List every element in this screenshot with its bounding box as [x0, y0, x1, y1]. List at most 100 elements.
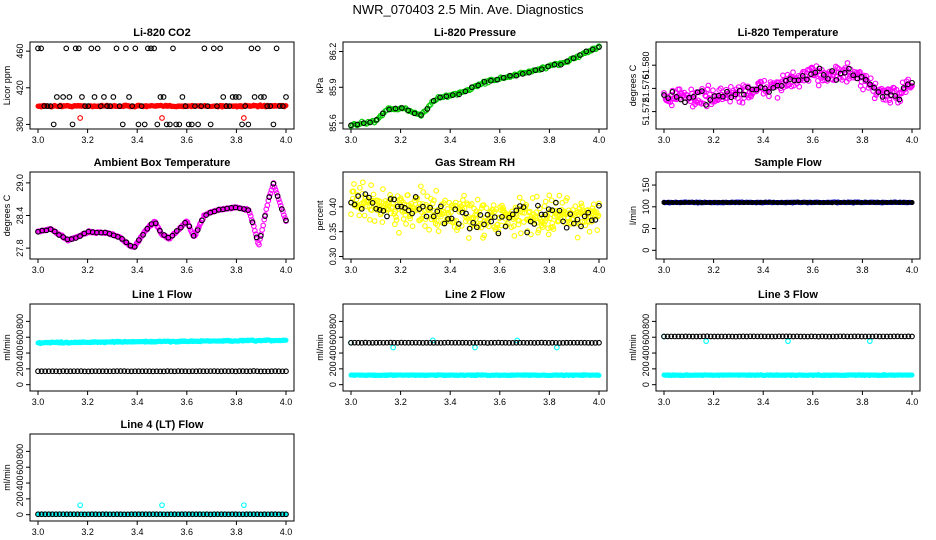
data-point [178, 224, 184, 231]
x-tick-label: 3.4 [444, 397, 457, 407]
x-tick-label: 3.4 [757, 135, 770, 145]
data-point [104, 103, 110, 109]
data-point [488, 77, 494, 84]
y-tick-label: 51.576 [641, 75, 651, 103]
data-point [758, 200, 764, 206]
x-tick-label: 3.2 [394, 397, 407, 407]
data-point [699, 200, 705, 206]
data-point [477, 220, 484, 227]
data-point [860, 86, 866, 93]
data-point [570, 55, 577, 61]
data-point [85, 103, 92, 109]
data-point [859, 200, 865, 206]
data-point [408, 200, 415, 207]
series-temp-black- [661, 65, 915, 108]
data-point [195, 121, 201, 128]
data-point [703, 102, 709, 108]
x-tick-label: 3.2 [394, 265, 407, 275]
data-point [833, 77, 840, 83]
chart-title: Sample Flow [754, 157, 822, 169]
data-point [766, 93, 772, 100]
data-point [741, 91, 747, 98]
data-point [454, 227, 460, 233]
data-point [494, 76, 501, 83]
data-point [258, 94, 264, 100]
x-tick-label: 3.0 [658, 397, 671, 407]
data-point [542, 198, 549, 205]
series-rh-yellow- [348, 179, 602, 241]
data-point [808, 199, 814, 205]
data-point [47, 103, 54, 109]
data-point [518, 230, 524, 237]
data-point [444, 206, 451, 212]
y-axis-label: percent [315, 200, 325, 231]
data-point [732, 199, 738, 205]
data-point [271, 184, 278, 190]
data-point [269, 183, 276, 190]
y-axis-label: Licor ppm [2, 66, 12, 106]
data-point [126, 94, 132, 100]
x-tick-label: 3.2 [81, 135, 94, 145]
data-point [785, 338, 791, 345]
data-point [220, 94, 227, 100]
y-axis-label: kPa [315, 78, 325, 94]
data-point [188, 121, 195, 128]
data-point [404, 192, 411, 198]
y-tick-label: 0 [15, 512, 25, 517]
data-point [909, 79, 915, 86]
data-point [152, 220, 159, 227]
data-point [762, 199, 768, 205]
data-point [110, 94, 117, 100]
data-point [901, 199, 907, 205]
y-tick-label: 400 [641, 346, 651, 361]
data-point [867, 75, 874, 82]
y-tick-label: 200 [641, 361, 651, 376]
data-point [821, 200, 827, 206]
data-point [661, 92, 667, 98]
y-tick-label: 600 [641, 330, 651, 345]
x-tick-label: 3.4 [444, 265, 457, 275]
x-tick-label: 4.0 [280, 397, 293, 407]
data-point [468, 84, 475, 91]
data-point [515, 221, 522, 228]
data-point [141, 121, 148, 128]
data-point [251, 94, 258, 100]
data-point [257, 233, 264, 239]
data-point [399, 105, 405, 111]
x-tick-label: 3.6 [807, 135, 820, 145]
data-point [748, 93, 754, 100]
data-point [366, 203, 373, 210]
data-point [195, 224, 202, 231]
series-line4-cyan-points [77, 502, 247, 509]
x-tick-label: 3.4 [131, 527, 144, 537]
data-point [135, 121, 142, 128]
data-point [448, 209, 454, 216]
data-point [553, 344, 560, 351]
data-point [476, 209, 483, 216]
data-point [887, 99, 894, 106]
x-tick-label: 3.0 [32, 397, 45, 407]
data-point [417, 183, 424, 190]
data-point [245, 121, 252, 128]
data-point [207, 121, 214, 128]
data-point [431, 197, 437, 204]
data-point [169, 232, 176, 239]
data-point [194, 227, 201, 233]
data-point [182, 103, 189, 109]
data-point [586, 228, 593, 235]
y-axis-label: degrees C [628, 64, 638, 106]
data-point [364, 203, 370, 210]
data-point [541, 203, 548, 209]
data-point [761, 77, 768, 84]
data-point [185, 121, 192, 128]
series-line1-cyan- [35, 337, 289, 347]
data-point [424, 106, 431, 112]
data-point [678, 200, 684, 206]
data-point [79, 94, 85, 100]
data-point [407, 215, 414, 222]
plot-frame [342, 41, 608, 130]
series-temp-magenta- [661, 60, 915, 110]
x-tick-label: 3.2 [81, 397, 94, 407]
data-point [396, 229, 402, 236]
series-pressure-black- [348, 44, 602, 129]
